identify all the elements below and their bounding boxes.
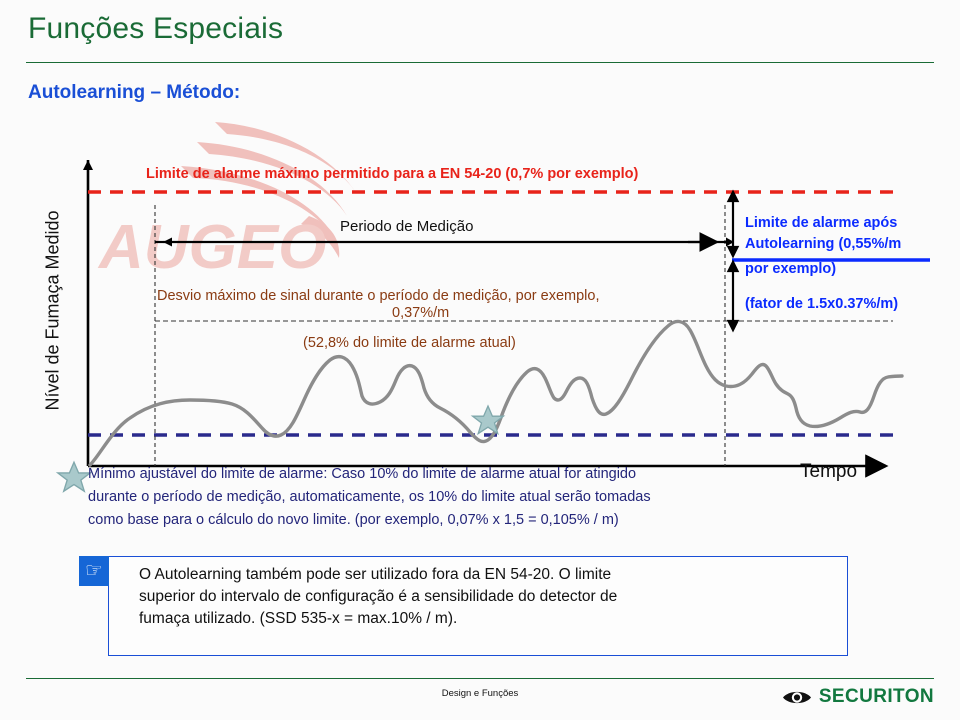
chart-axes — [83, 160, 889, 478]
annotation-max-deviation: Desvio máximo de sinal durante o período… — [157, 288, 600, 304]
note-box — [108, 556, 848, 656]
x-axis-label: Tempo — [800, 461, 858, 482]
note-text: O Autolearning também pode ser utilizado… — [139, 564, 839, 630]
note-line-3: fumaça utilizado. (SSD 535-x = max.10% /… — [139, 610, 458, 627]
annotation-max-alarm-limit: Limite de alarme máximo permitido para a… — [146, 166, 639, 182]
star-marker-footnote — [55, 460, 93, 493]
section-subtitle: Autolearning – Método: — [28, 82, 241, 103]
smoke-signal-curve — [88, 319, 904, 467]
note-line-1: O Autolearning também pode ser utilizado… — [139, 566, 612, 583]
footnote-line-3: como base para o cálculo do novo limite.… — [88, 512, 619, 528]
annotation-autolearning-line3: por exemplo) — [745, 261, 837, 277]
star-marker-chart — [470, 404, 506, 436]
footnote-line-2: durante o período de medição, automatica… — [88, 489, 651, 505]
footnote-line-1: Mínimo ajustável do limite de alarme: Ca… — [88, 466, 637, 482]
measurement-period-arrow — [155, 232, 720, 252]
note-line-2: superior do intervalo de configuração é … — [139, 588, 618, 605]
securiton-logo: SECURITON — [782, 686, 934, 708]
page-title: Funções Especiais — [28, 12, 284, 45]
pointing-hand-icon: ☞ — [79, 556, 109, 586]
title-divider — [26, 62, 934, 63]
footer-center-text: Design e Funções — [441, 688, 519, 699]
annotation-percent-of-current-limit: (52,8% do limite de alarme atual) — [303, 335, 516, 351]
eye-icon — [782, 691, 811, 703]
limit-gap-arrows — [726, 189, 740, 333]
annotation-factor: (fator de 1.5x0.37%/m) — [745, 296, 899, 312]
annotation-measurement-period: Periodo de Medição — [340, 218, 474, 235]
annotation-autolearning-line1: Limite de alarme após — [745, 215, 898, 231]
footer-divider — [26, 678, 934, 679]
annotation-autolearning-line2: Autolearning (0,55%/m — [745, 236, 902, 252]
period-to-limit-connector — [688, 237, 734, 247]
annotation-max-deviation-value: 0,37%/m — [392, 305, 450, 321]
y-axis-label: Nível de Fumaça Medido — [42, 210, 63, 411]
securiton-wordmark: SECURITON — [818, 686, 934, 707]
